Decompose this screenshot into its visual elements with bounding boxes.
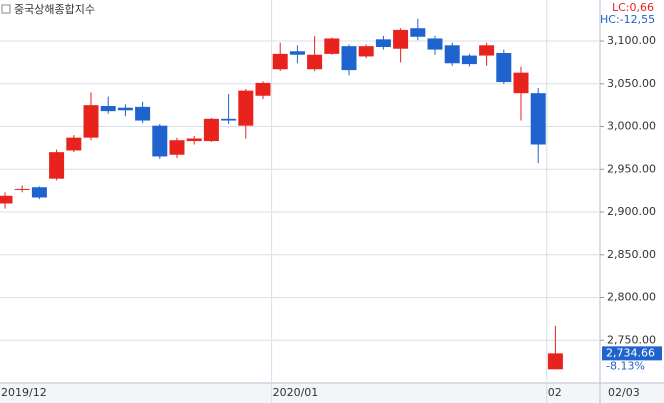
candle-body (221, 118, 237, 121)
candle-body (66, 137, 82, 151)
candle-body (461, 55, 477, 65)
current-date: 02/03 (608, 386, 640, 399)
candle-body (203, 118, 219, 142)
candle-body (0, 195, 13, 204)
candle-body (358, 46, 374, 57)
candle-body (238, 90, 254, 126)
candle-body (169, 140, 185, 155)
candle-body (100, 106, 116, 112)
candle-body (117, 107, 133, 111)
last-price-label: 2,734.66 (606, 346, 655, 359)
lc-label: LC:0,66 (612, 1, 654, 14)
y-tick-label: 3,000.00 (607, 120, 656, 133)
y-tick-label: 2,850.00 (607, 248, 656, 261)
candle-body (427, 38, 443, 50)
x-tick-label: 02 (548, 386, 562, 399)
candle-body (530, 93, 546, 145)
candle-body (272, 53, 288, 70)
candle-body (341, 46, 357, 71)
y-tick-label: 3,050.00 (607, 77, 656, 90)
y-tick-label: 2,800.00 (607, 291, 656, 304)
legend-icon (1, 4, 11, 14)
candle-body (135, 106, 151, 121)
candle-body (393, 29, 409, 49)
candle-body (307, 54, 323, 70)
chart-title: 중국상해종합지수 (14, 2, 95, 16)
x-tick-label: 2019/12 (1, 386, 47, 399)
candle-body (289, 51, 305, 55)
candle-body (324, 38, 340, 54)
y-tick-label: 3,100.00 (607, 34, 656, 47)
candle-body (49, 152, 65, 179)
y-tick-label: 2,900.00 (607, 205, 656, 218)
candle-body (496, 53, 512, 83)
candle-body (547, 353, 563, 370)
candle-body (152, 125, 168, 157)
x-tick-label: 2020/01 (273, 386, 319, 399)
y-tick-label: 2,750.00 (607, 333, 656, 346)
candle-body (513, 72, 529, 94)
candle-body (479, 45, 495, 56)
change-label: -8.13% (606, 359, 645, 372)
candle-body (83, 105, 99, 138)
x-axis-band (0, 383, 664, 403)
last-price-box (602, 346, 662, 361)
candle-body (186, 138, 202, 142)
candle-body (14, 188, 30, 190)
candle-body (255, 82, 271, 96)
y-tick-label: 2,950.00 (607, 162, 656, 175)
candle-body (31, 187, 47, 198)
candle-body (444, 45, 460, 64)
hc-label: HC:-12,55 (600, 13, 655, 26)
candle-body (375, 39, 391, 48)
candle-body (410, 28, 426, 37)
